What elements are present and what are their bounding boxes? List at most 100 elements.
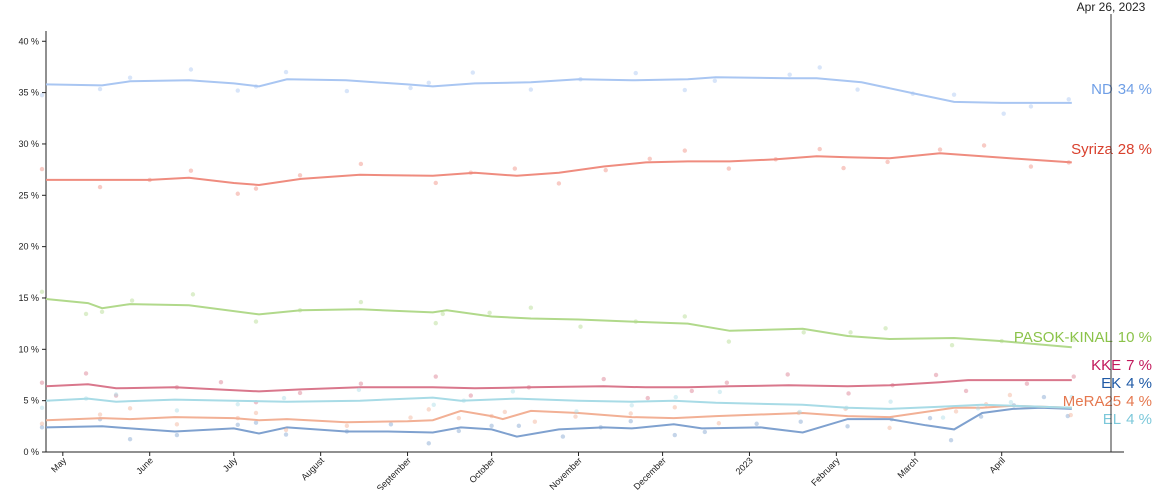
series-label-pasok-kinal: PASOK-KINAL 10 % <box>1014 329 1152 346</box>
poll-dot <box>344 88 350 94</box>
poll-dot <box>39 289 45 295</box>
x-tick-label: December <box>632 455 668 490</box>
poll-dot <box>516 423 522 429</box>
poll-dot <box>39 380 45 385</box>
poll-dot <box>502 409 508 415</box>
poll-dot <box>978 414 984 419</box>
x-tick-label: May <box>49 455 68 474</box>
x-tick-label: June <box>134 455 155 476</box>
poll-dot <box>1024 381 1030 386</box>
poll-dot <box>431 402 436 407</box>
series-label-mera25: MeRA25 4 % <box>1063 393 1152 410</box>
poll-dot <box>456 415 461 421</box>
poll-dot <box>97 86 103 92</box>
poll-dot <box>1007 392 1013 398</box>
date-cursor[interactable]: Apr 26, 2023 <box>1077 0 1146 452</box>
poll-dot <box>927 415 933 421</box>
poll-dot <box>113 393 119 398</box>
x-tick-label: October <box>467 455 497 485</box>
series-syriza <box>39 143 1072 196</box>
poll-dot <box>408 85 413 91</box>
series-value: 7 % <box>1126 357 1152 374</box>
poll-dot <box>797 409 802 415</box>
poll-dot <box>528 305 534 310</box>
series-label-kke: KKE 7 % <box>1091 357 1152 374</box>
y-tick-label: 40 % <box>18 36 39 46</box>
poll-dot <box>188 67 194 72</box>
poll-dot <box>283 427 289 433</box>
poll-dot <box>426 441 431 446</box>
poll-dot <box>716 421 722 426</box>
poll-dot <box>489 423 494 429</box>
poll-dot <box>841 165 846 171</box>
poll-dot <box>97 412 103 417</box>
x-tick-label: March <box>895 455 920 480</box>
axes: 0 % 5 % 10 % 15 % 20 % 25 % 30 % 35 % 40 % May Ju… <box>18 31 1124 490</box>
series-name: EL <box>1103 411 1121 428</box>
poll-dot <box>97 184 103 190</box>
poll-dot <box>83 371 89 376</box>
poll-dot <box>253 319 259 324</box>
poll-dot <box>83 311 89 317</box>
poll-dot <box>633 70 638 76</box>
poll-dot <box>440 311 445 317</box>
series-name: PASOK-KINAL <box>1014 329 1113 346</box>
poll-dot <box>127 436 133 442</box>
poll-dot <box>235 88 240 93</box>
poll-dot <box>817 65 822 70</box>
poll-dot <box>297 390 303 396</box>
y-axis-ticks: 0 % 5 % 10 % 15 % 20 % 25 % 30 % 35 % 40 % <box>18 36 46 457</box>
poll-dot <box>426 80 431 86</box>
poll-dot <box>426 407 431 412</box>
poll-dot <box>1066 97 1071 102</box>
poll-dot <box>801 330 806 335</box>
poll-dot <box>39 421 45 426</box>
poll-dot <box>574 409 579 414</box>
poll-dot <box>712 78 718 84</box>
poll-dot <box>702 429 708 435</box>
poll-dot <box>433 180 438 186</box>
y-tick-label: 30 % <box>18 139 39 149</box>
trend-line-syriza <box>46 152 1072 187</box>
poll-dot <box>510 389 516 394</box>
trend-line-ek <box>45 406 1072 438</box>
x-tick-label: September <box>375 455 413 490</box>
trend-line-kke <box>45 379 1072 393</box>
poll-dot <box>297 173 303 178</box>
trend-line-pasok-kinal <box>45 298 1072 349</box>
poll-dot <box>883 326 888 331</box>
poll-dot <box>188 168 194 173</box>
poll-dot <box>129 298 135 303</box>
poll-dot <box>885 159 890 165</box>
poll-dot <box>39 425 45 430</box>
poll-dot <box>724 380 730 385</box>
poll-dot <box>556 181 562 186</box>
poll-dot <box>672 405 677 410</box>
poll-dot <box>573 414 578 419</box>
poll-dot <box>785 372 790 377</box>
poll-dot <box>846 391 851 396</box>
poll-dot <box>754 421 759 426</box>
poll-dot <box>253 186 259 191</box>
poll-dot <box>672 432 677 438</box>
poll-dot <box>948 437 954 443</box>
y-tick-label: 20 % <box>18 242 39 252</box>
poll-dot <box>1069 394 1074 400</box>
poll-dot <box>1071 337 1076 343</box>
poll-dot <box>235 422 240 427</box>
poll-dot <box>1028 164 1034 169</box>
poll-dot <box>603 167 608 173</box>
poll-dot <box>470 70 476 75</box>
poll-dot <box>601 376 606 382</box>
poll-dot <box>235 402 240 407</box>
series-value: 34 % <box>1118 81 1152 98</box>
poll-dot <box>560 434 566 439</box>
poll-dot <box>356 387 362 393</box>
poll-dot <box>39 92 45 98</box>
poll-dot <box>358 299 364 305</box>
poll-dot <box>512 166 518 171</box>
poll-dot <box>532 419 538 424</box>
poll-dot <box>433 374 438 379</box>
poll-dot <box>628 411 633 416</box>
series-label-syriza: Syriza 28 % <box>1071 141 1152 158</box>
